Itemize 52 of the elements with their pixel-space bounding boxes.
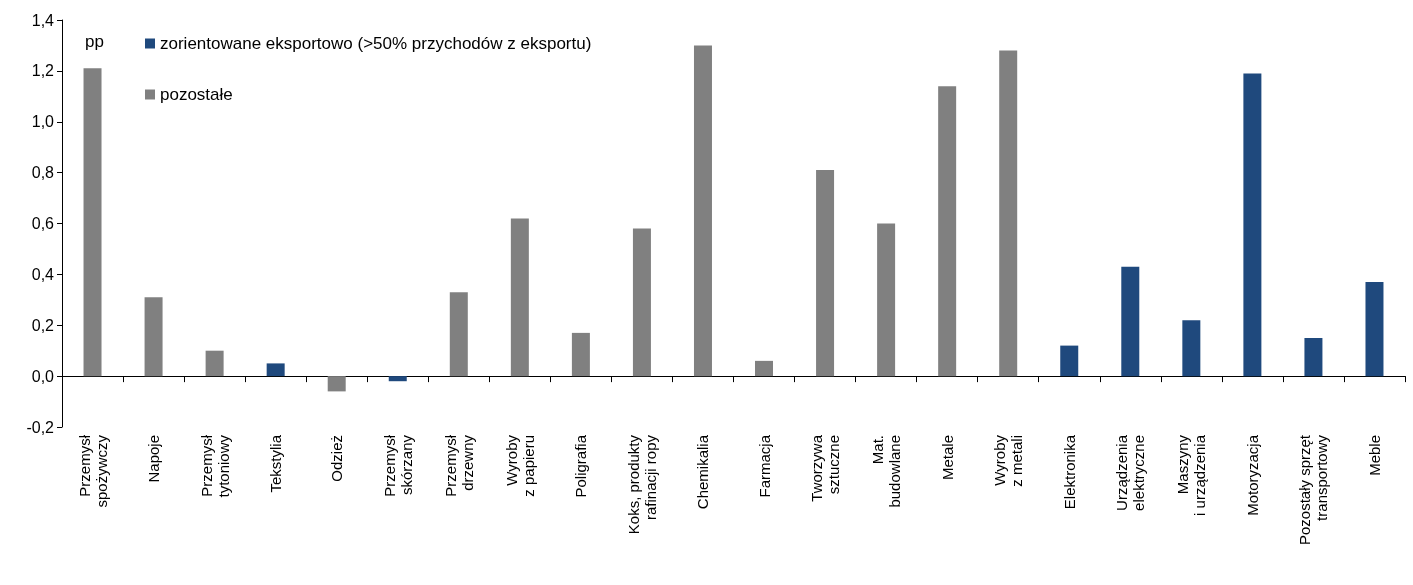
bar xyxy=(999,50,1018,377)
x-tick-label: Odzież xyxy=(328,435,346,482)
y-tick-label: -0,2 xyxy=(26,418,55,436)
bar xyxy=(1243,73,1262,377)
bar xyxy=(144,297,163,377)
x-tick-label: Przemysł tytoniowy xyxy=(197,434,232,498)
bar xyxy=(327,376,346,392)
x-tick-label: Tekstylia xyxy=(267,434,285,493)
bar xyxy=(388,376,407,382)
bar xyxy=(755,360,774,377)
bar xyxy=(205,350,224,377)
bar xyxy=(632,228,651,377)
bar xyxy=(1060,345,1079,377)
bar xyxy=(816,170,835,377)
y-tick-label: 0,0 xyxy=(31,367,55,385)
x-tick-label: Meble xyxy=(1365,435,1383,476)
bar xyxy=(449,292,468,377)
bar xyxy=(1304,337,1323,377)
y-tick-label: 1,4 xyxy=(31,11,55,29)
x-tick-label: Poligrafia xyxy=(572,434,590,498)
bar xyxy=(571,332,590,377)
legend-label: zorientowane eksportowo (>50% przychodów z eksportu) xyxy=(160,34,592,53)
x-tick-label: Pozostały sprzęt transportowy xyxy=(1296,434,1331,546)
bar xyxy=(1365,282,1384,377)
y-tick-label: 1,2 xyxy=(31,62,55,80)
x-tick-label: Urządzenia elektryczne xyxy=(1113,434,1148,511)
y-tick-label: 0,6 xyxy=(31,215,55,232)
x-tick-label: Koks, produkty rafinacji ropy xyxy=(624,434,659,535)
y-tick-label: 0,2 xyxy=(31,316,55,334)
bar xyxy=(877,223,896,377)
x-tick-label: Farmacja xyxy=(755,434,773,498)
x-tick-label: Napoje xyxy=(145,435,163,483)
x-tick-label: Chemikalia xyxy=(694,434,712,510)
x-tick-label: Metale xyxy=(938,435,956,481)
x-tick-label: Motoryzacja xyxy=(1243,434,1261,516)
legend-label: pozostałe xyxy=(160,85,233,104)
bar xyxy=(938,86,957,377)
x-tick-label: Elektronika xyxy=(1060,434,1078,510)
x-tick-label: Przemysł spożywczy xyxy=(75,434,110,508)
bar xyxy=(510,218,529,377)
x-tick-label: Tworzywa sztuczne xyxy=(808,434,843,502)
bar xyxy=(693,45,712,377)
y-axis-title: pp xyxy=(85,32,104,51)
y-tick-label: 1,0 xyxy=(31,113,55,131)
y-tick-label: 0,8 xyxy=(31,164,55,182)
x-tick-label: Wyroby z metali xyxy=(991,434,1026,487)
bar xyxy=(83,68,102,377)
bar xyxy=(266,363,285,377)
bar xyxy=(1182,320,1201,377)
x-tick-label: Przemysł skórzany xyxy=(380,434,415,497)
bar xyxy=(1121,266,1140,377)
y-tick-label: 0,4 xyxy=(31,265,55,283)
